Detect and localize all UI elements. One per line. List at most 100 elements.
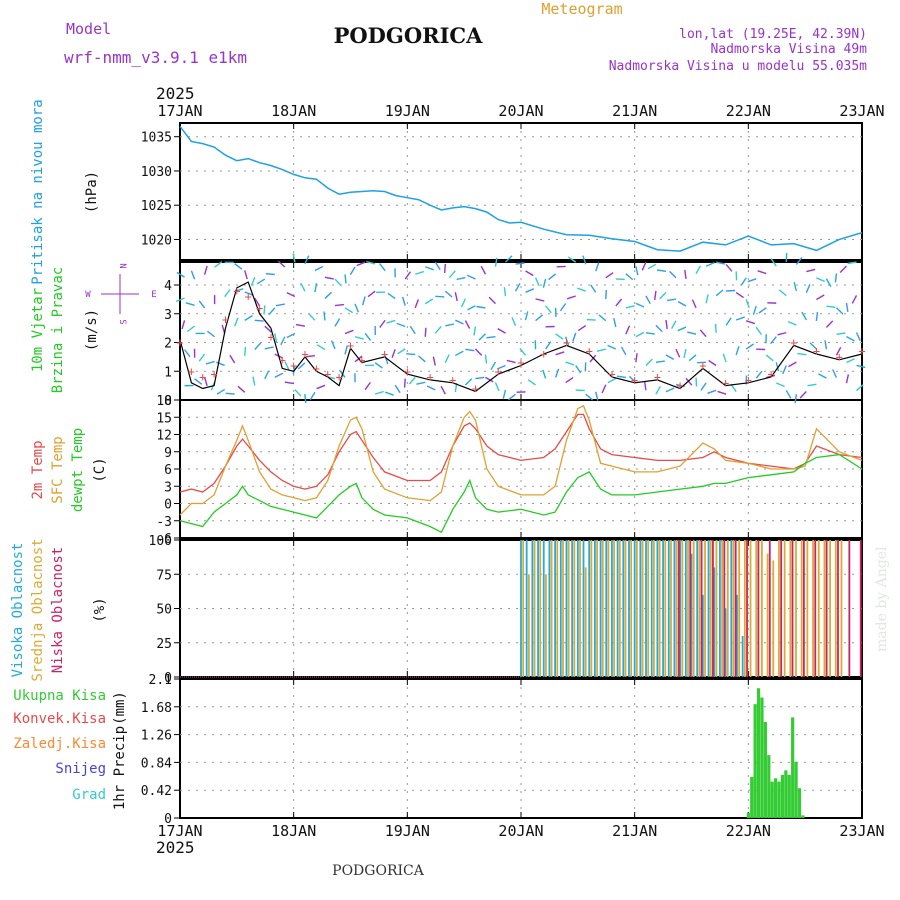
wind-arrow [785,390,792,399]
wind-arrow [176,271,185,278]
wind-arrow [816,277,825,283]
wind-arrow [435,295,445,298]
wind-arrow [641,261,647,271]
wind-arrow [782,365,787,375]
wind-arrow [424,298,434,305]
wind-arrow [205,360,215,365]
wind-arrow [730,383,737,393]
wind-arrow [625,305,635,309]
wind-arrow [434,325,442,334]
dewpt-ylabel: dewpt Temp [70,428,86,512]
wind-arrow [793,282,798,292]
wind-arrow [502,389,507,399]
wind-arrow [415,270,425,275]
wind-arrow [655,324,663,333]
wind-arrow [801,311,807,321]
wind-arrow [397,348,406,355]
wind-gust-mark: + [699,359,706,373]
precip-unit: (mm) [112,691,128,725]
wind-arrow [714,323,717,333]
wind-arrow [379,263,386,272]
y-tick-label: 4 [164,279,172,294]
wind-arrow [835,346,842,356]
wind-arrow [735,292,744,299]
wind-arrow [755,326,762,336]
wind-arrow [567,256,577,263]
wind-gust-mark: + [404,364,411,378]
wind-arrow [374,362,383,369]
wind-arrow [254,342,262,351]
wind-arrow [542,369,547,379]
wind-arrow [305,355,316,358]
x-tick-label-top: 21JAN [612,102,657,120]
wind-arrow [349,266,356,275]
wind-gust-mark: + [324,367,331,381]
wind-arrow [615,298,623,307]
wind-arrow [527,379,536,386]
wind-arrow [364,381,371,391]
wind-arrow [324,291,332,299]
wind-arrow [466,274,476,280]
wind-arrow [645,295,651,305]
wind-arrow [265,273,275,276]
wind-gust-mark: + [449,373,456,387]
wind-arrow [655,360,665,364]
y-tick-label: 1035 [141,131,172,146]
model-value: wrf-nmm_v3.9.1 e1km [64,48,247,67]
precip-total-bar [777,781,781,818]
wind-arrow [525,288,535,293]
wind-arrow [334,303,344,307]
wind-arrow [464,378,473,386]
y-tick-label: 1025 [141,199,172,214]
wind-arrow [805,284,811,293]
wind-arrow [323,311,326,321]
wind-arrow [605,272,614,279]
wind-arrow [225,392,235,395]
wind-arrow [524,311,529,321]
wind-arrow [545,305,552,314]
y-tick-label: -3 [156,515,172,530]
wind-arrow [444,263,447,274]
wind-arrow [766,374,776,379]
wind-arrow [409,325,416,335]
wind-arrow [554,368,560,378]
wind-arrow [685,377,693,386]
wind-arrow [294,389,302,397]
wind-gust-mark: + [426,370,433,384]
wind-arrow [216,361,225,367]
legend-convective-rain: Konvek.Kisa [13,711,106,727]
wind-arrow [856,384,864,392]
wind-arrow [314,283,318,293]
wind-gust-mark: + [256,301,263,315]
y-tick-label: 100 [149,534,172,549]
wind-arrow [787,320,797,326]
wind-arrow [396,322,406,328]
y-tick-label: 1030 [141,165,172,180]
wind-arrow [416,381,426,385]
x-tick-label-top: 19JAN [385,102,430,120]
plot-area: 102010251030103501234-6-3036912151802550… [141,102,885,840]
precip-total-bar [756,688,761,818]
wind-arrow [677,300,687,307]
wind-arrow [629,375,637,384]
y-tick-label: 1 [164,365,172,380]
precip-total-bar [794,761,798,818]
wind-arrow [344,274,347,284]
x-tick-label-top: 23JAN [839,102,884,120]
wind-arrow [582,255,587,265]
wind-arrow [186,325,195,333]
x-tick-label-bottom: 22JAN [726,822,771,840]
wind-arrow [836,332,846,336]
wind-gust-mark: + [608,367,615,381]
y-tick-label: 0 [164,812,172,827]
wind-arrow [478,333,486,341]
wind-gust-mark: + [279,353,286,367]
wind-arrow [757,270,767,275]
wind-gust-mark: + [767,367,774,381]
y-tick-label: 2 [164,337,172,352]
page-title: PODGORICA [334,23,484,48]
year-top: 2025 [156,84,195,103]
wind-arrow [356,261,366,267]
wind-arrow [334,278,342,287]
